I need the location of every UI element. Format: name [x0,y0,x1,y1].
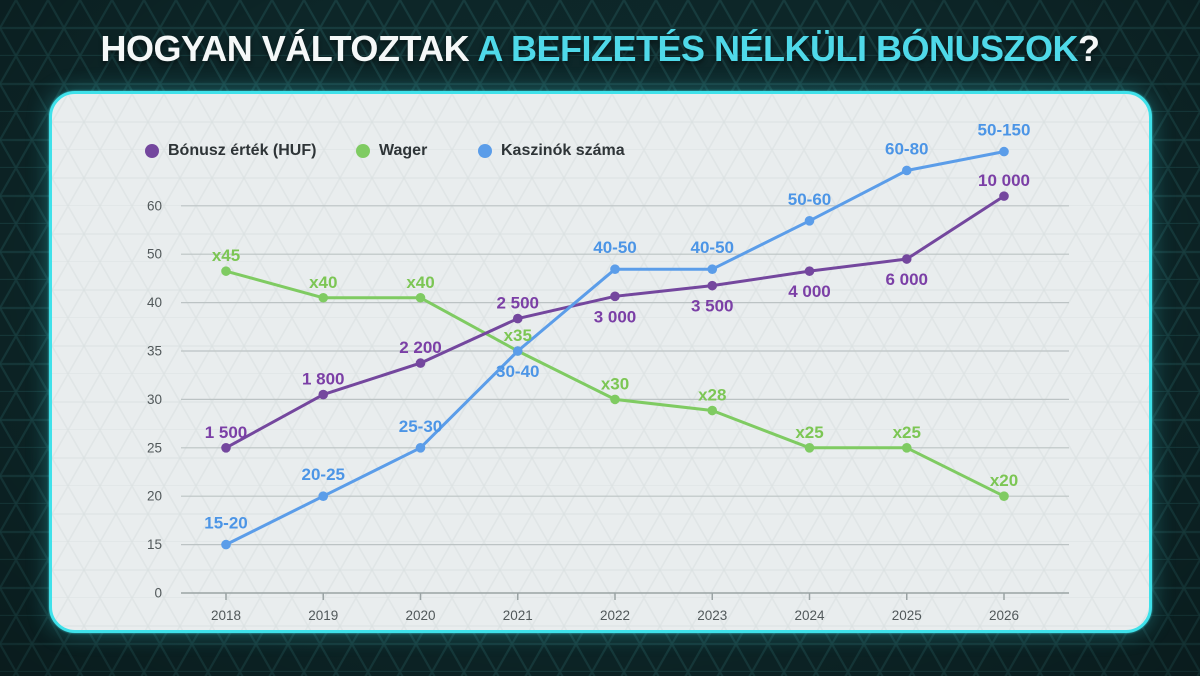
data-label: x28 [698,386,726,405]
data-point [804,216,815,226]
x-tick-label: 2023 [697,608,727,623]
data-label: x45 [212,246,240,265]
data-label: 50-150 [978,121,1031,140]
data-point [610,264,620,275]
legend-dot-bonus-icon [145,144,159,158]
x-tick-label: 2022 [600,608,630,623]
legend-item-wager: Wager [356,140,427,162]
y-tick-label: 15 [147,537,162,552]
data-point [318,292,329,303]
data-point [901,443,912,453]
data-point [318,389,329,400]
data-point [707,280,718,291]
data-label: 25-30 [399,417,442,436]
y-tick-label: 50 [147,247,162,262]
y-tick-label: 30 [147,392,162,407]
x-tick-label: 2019 [308,608,338,623]
data-point [999,191,1009,201]
title-suffix: ? [1078,28,1100,69]
data-point [415,443,426,453]
data-point [707,405,718,416]
series-line-2 [224,150,1006,547]
title-accent: A BEFIZETÉS NÉLKÜLI BÓNUSZOK [477,28,1079,69]
data-label: 10 000 [978,171,1030,190]
data-label: 20-25 [302,465,345,484]
data-point [415,292,426,303]
data-label: 1 800 [302,370,345,389]
data-label: 2 500 [496,294,539,313]
data-label: 15-20 [204,514,247,533]
chart-legend: Bónusz érték (HUF) Wager Kaszinók száma [52,140,1149,162]
data-label: x25 [893,423,921,442]
data-label: 1 500 [205,423,248,442]
legend-dot-casinos-icon [478,144,492,158]
data-label: x20 [990,471,1018,490]
legend-dot-wager-icon [356,144,370,158]
legend-item-bonus: Bónusz érték (HUF) [145,140,316,162]
y-tick-label: 35 [147,344,162,359]
y-tick-label: 25 [147,440,162,455]
data-point [512,346,523,356]
data-label: x40 [406,273,434,292]
data-point [221,539,231,550]
x-tick-label: 2021 [503,608,533,623]
data-label: 30-40 [496,362,539,381]
data-point [221,443,231,453]
data-point [804,443,815,453]
data-label: x35 [504,326,532,345]
y-tick-label: 60 [147,198,162,213]
legend-label-wager: Wager [379,142,428,159]
data-point [512,313,523,324]
data-point [901,254,912,264]
title-prefix: HOGYAN VÁLTOZTAK [100,28,478,69]
x-tick-label: 2020 [405,608,435,623]
data-point [318,491,329,502]
data-label: 2 200 [399,338,442,357]
legend-label-bonus: Bónusz érték (HUF) [168,142,317,159]
data-label: 3 000 [594,307,637,326]
x-tick-label: 2026 [989,608,1019,623]
y-tick-label: 20 [147,489,162,504]
data-point [901,165,912,176]
data-label: x40 [309,273,337,292]
data-point [221,266,231,276]
data-point [415,358,426,368]
data-label: 4 000 [788,282,831,301]
x-tick-label: 2018 [211,608,241,623]
data-point [804,266,815,276]
data-point [999,146,1009,157]
y-tick-label: 0 [154,586,162,601]
x-tick-label: 2025 [892,608,922,623]
data-point [610,394,620,405]
legend-item-casinos: Kaszinók száma [478,140,625,162]
data-label: 60-80 [885,139,928,158]
data-label: 6 000 [885,270,928,289]
data-point [999,491,1009,502]
x-tick-label: 2024 [794,608,825,623]
chart-card: Bónusz érték (HUF) Wager Kaszinók száma … [49,91,1152,633]
data-label: 3 500 [691,297,734,316]
data-label: 40-50 [593,238,636,257]
data-label: x25 [795,423,823,442]
legend-label-casinos: Kaszinók száma [501,142,625,159]
y-tick-label: 40 [147,295,162,310]
data-point [610,291,620,302]
data-label: x30 [601,374,629,393]
data-point [707,264,718,275]
page-title: HOGYAN VÁLTOZTAK A BEFIZETÉS NÉLKÜLI BÓN… [0,28,1200,70]
data-label: 40-50 [691,238,734,257]
data-label: 50-60 [788,190,831,209]
